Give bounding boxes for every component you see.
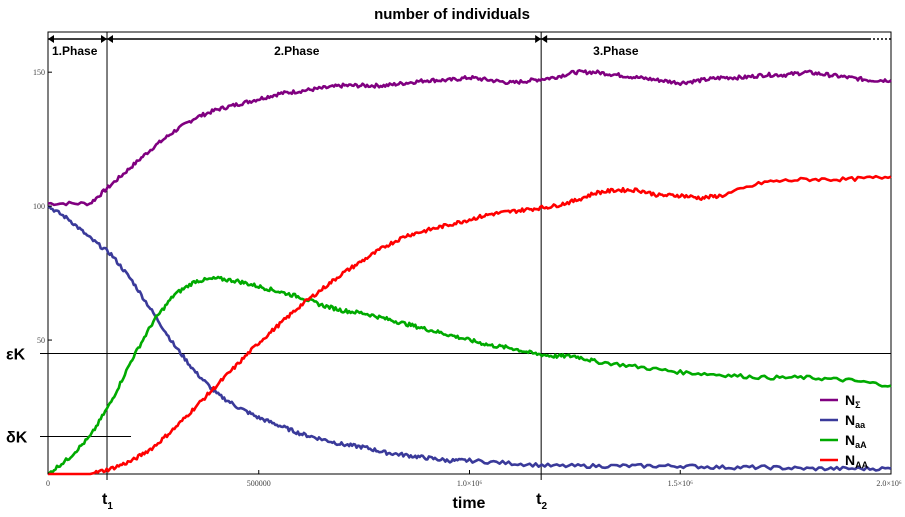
- phase-arrows: 1.Phase 2.Phase 3.Phase: [48, 35, 891, 58]
- phase-arrowhead-left-0: [48, 35, 54, 43]
- legend-label-1: Naa: [845, 412, 866, 430]
- phase-boundaries: t1 t2: [102, 32, 547, 512]
- x-tick-label-2: 1.0×10⁶: [457, 479, 483, 488]
- reference-label-0: εK: [6, 346, 26, 363]
- legend-label-0: NΣ: [845, 392, 861, 410]
- phase-label-1: 2.Phase: [274, 44, 320, 58]
- phase-label-2: 3.Phase: [593, 44, 639, 58]
- series-line-3: [48, 174, 892, 476]
- x-tick-label-1: 500000: [247, 479, 271, 488]
- phase-arrowhead-right-0: [101, 35, 108, 43]
- x-tick-label-0: 0: [46, 479, 50, 488]
- reference-lines: εK δK: [6, 346, 891, 446]
- y-tick-label-1: 100: [33, 202, 45, 211]
- x-axis-label: time: [453, 495, 486, 512]
- legend-label-3: NAA: [845, 452, 869, 470]
- x-tick-label-3: 1.5×10⁶: [668, 479, 694, 488]
- plot-frame: [47, 31, 892, 475]
- series-line-2: [47, 275, 892, 476]
- phase-arrowhead-left-1: [107, 35, 114, 43]
- legend: NΣ Naa NaA NAA: [820, 392, 869, 470]
- reference-label-1: δK: [6, 429, 28, 446]
- y-tick-label-0: 50: [37, 336, 45, 345]
- chart-title: number of individuals: [374, 6, 530, 23]
- axis-ticks: 0 500000 1.0×10⁶ 1.5×10⁶ 2.0×10⁶ 50 100 150: [33, 68, 902, 488]
- phase-arrowhead-right-1: [535, 35, 542, 43]
- x-tick-label-4: 2.0×10⁶: [876, 479, 902, 488]
- series-line-0: [47, 69, 892, 207]
- y-tick-label-2: 150: [33, 68, 45, 77]
- phase-boundary-label-1: t2: [536, 491, 547, 512]
- legend-label-2: NaA: [845, 432, 867, 450]
- phase-arrowhead-left-2: [541, 35, 548, 43]
- phase-boundary-label-0: t1: [102, 491, 113, 512]
- data-series: [47, 69, 892, 476]
- series-line-1: [47, 205, 892, 472]
- phase-label-0: 1.Phase: [52, 44, 98, 58]
